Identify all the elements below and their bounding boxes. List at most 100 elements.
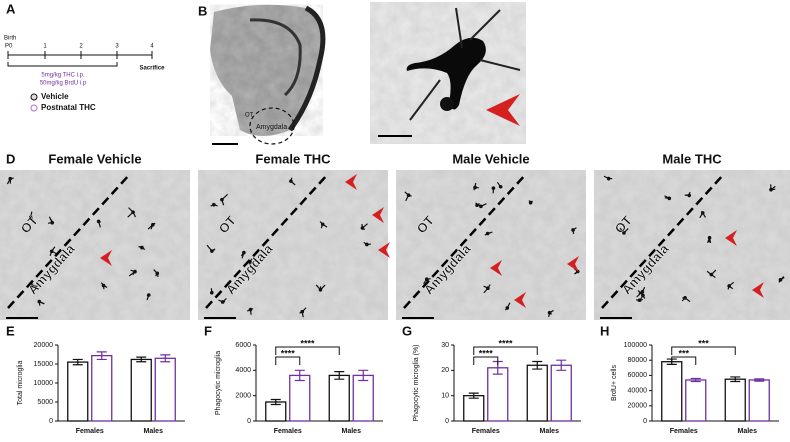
legend-label: Postnatal THC bbox=[41, 103, 96, 112]
timepoint: 1 bbox=[43, 44, 47, 50]
image-title: Female Vehicle bbox=[48, 151, 141, 166]
microglia-body bbox=[683, 296, 687, 300]
bar bbox=[550, 364, 572, 422]
timeline-text: P0 bbox=[5, 44, 13, 50]
y-tick-label: 10 bbox=[441, 393, 449, 400]
treatment: 50mg/kg BrdU i.p bbox=[40, 81, 87, 87]
error-bar bbox=[468, 392, 479, 399]
legend-label: Vehicle bbox=[41, 92, 69, 101]
microglia-body bbox=[248, 307, 253, 312]
microglia-body bbox=[606, 176, 611, 181]
image-title: Male Vehicle bbox=[452, 151, 529, 166]
microglia-body bbox=[485, 231, 490, 236]
microglia-body bbox=[300, 309, 305, 314]
y-tick-label: 100000 bbox=[624, 342, 647, 349]
histology-image bbox=[594, 170, 790, 320]
error-bar bbox=[532, 360, 543, 370]
y-tick-label: 0 bbox=[445, 418, 449, 425]
microglia-body bbox=[486, 286, 490, 291]
bar bbox=[91, 354, 113, 422]
panel-label: F bbox=[204, 323, 212, 338]
significance-label: **** bbox=[281, 348, 296, 358]
arrowhead bbox=[514, 292, 526, 308]
timepoint: 2 bbox=[79, 44, 83, 50]
error-bar bbox=[294, 369, 305, 382]
bar bbox=[328, 374, 350, 422]
microglia-body bbox=[778, 278, 783, 282]
y-tick-label: 30 bbox=[441, 342, 449, 349]
timepoint: 3 bbox=[115, 44, 119, 50]
panel-label: H bbox=[600, 323, 609, 338]
microglia-body bbox=[30, 284, 35, 289]
timeline bbox=[7, 51, 153, 67]
bar bbox=[748, 379, 770, 422]
microglia-body bbox=[210, 249, 214, 253]
brain-image bbox=[210, 4, 326, 145]
microglia-body bbox=[491, 186, 496, 190]
error-bar bbox=[556, 359, 567, 371]
microglia-body bbox=[769, 187, 773, 192]
region-label: OT bbox=[245, 113, 254, 119]
end-label: Sacrifice bbox=[139, 66, 165, 72]
panel-label: G bbox=[402, 323, 412, 338]
timeline-text: Birth bbox=[4, 36, 16, 42]
microglia-body bbox=[641, 293, 645, 298]
bar bbox=[289, 374, 311, 422]
boundary bbox=[7, 173, 131, 309]
y-tick-label: 80000 bbox=[628, 357, 648, 364]
significance-label: **** bbox=[300, 338, 315, 348]
bar bbox=[154, 357, 176, 422]
microglia-body bbox=[365, 242, 369, 247]
y-tick-label: 2000 bbox=[235, 393, 251, 400]
panel-label: A bbox=[6, 1, 16, 16]
microglia-body bbox=[131, 210, 135, 214]
arrowhead bbox=[725, 230, 737, 246]
microglia-body bbox=[707, 235, 712, 240]
microglia-body bbox=[8, 176, 13, 181]
bar bbox=[352, 374, 374, 422]
error-bar bbox=[270, 398, 281, 406]
y-axis-label: BrdU+ cells bbox=[611, 365, 618, 401]
arrowhead bbox=[372, 207, 384, 223]
microglia-body bbox=[318, 287, 323, 292]
microglia-body bbox=[575, 269, 580, 274]
significance-label: *** bbox=[698, 338, 709, 348]
y-tick-label: 40000 bbox=[628, 387, 648, 394]
microglia-body bbox=[37, 299, 42, 304]
arrowhead bbox=[378, 242, 390, 258]
significance-label: **** bbox=[498, 338, 513, 348]
microglia-body bbox=[49, 249, 54, 254]
microglia-body bbox=[50, 220, 55, 225]
arrowhead bbox=[490, 260, 502, 276]
x-tick-label: Females bbox=[670, 428, 698, 435]
legend-swatch bbox=[30, 93, 38, 101]
y-tick-label: 0 bbox=[247, 418, 251, 425]
y-tick-label: 10000 bbox=[34, 380, 54, 387]
significance-bracket bbox=[473, 346, 538, 355]
arrowhead bbox=[567, 256, 579, 272]
error-bar bbox=[334, 371, 345, 380]
microglia-body bbox=[424, 277, 429, 281]
y-axis-label: Phagocytic microglia bbox=[215, 351, 222, 415]
significance-bracket bbox=[275, 356, 301, 365]
y-tick-label: 6000 bbox=[235, 342, 251, 349]
microglia-body bbox=[700, 211, 705, 215]
microglia-body bbox=[528, 200, 533, 205]
significance-label: *** bbox=[678, 348, 689, 358]
y-tick-label: 60000 bbox=[628, 372, 648, 379]
boundary bbox=[601, 173, 725, 309]
x-tick-label: Males bbox=[540, 428, 560, 435]
legend-swatch bbox=[30, 104, 38, 112]
bar bbox=[526, 364, 548, 422]
bar bbox=[463, 395, 485, 422]
arrowhead bbox=[345, 174, 357, 190]
significance-label: **** bbox=[479, 348, 494, 358]
error-bar bbox=[754, 378, 765, 382]
y-axis-label: Total microglia bbox=[17, 361, 24, 406]
y-tick-label: 20000 bbox=[628, 403, 648, 410]
image-title: Female THC bbox=[255, 151, 331, 166]
image-title: Male THC bbox=[662, 151, 722, 166]
microglia-body bbox=[360, 226, 365, 230]
error-bar bbox=[358, 369, 369, 382]
y-tick-label: 20 bbox=[441, 367, 449, 374]
